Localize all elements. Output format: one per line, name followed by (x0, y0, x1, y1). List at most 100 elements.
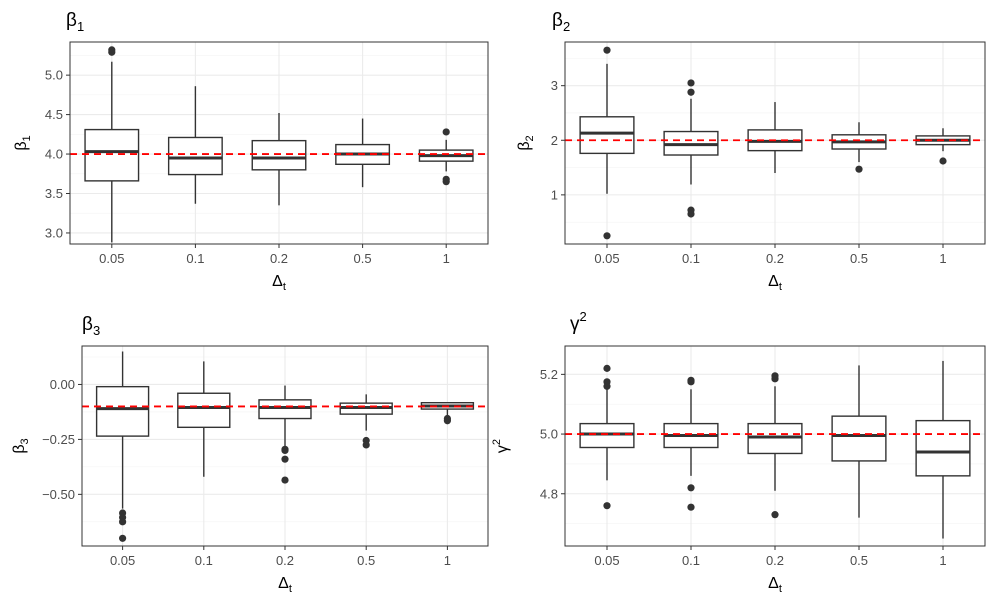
y-tick-label: 5.0 (540, 427, 558, 442)
x-axis-label-main: Δ (272, 273, 283, 290)
outlier-point (281, 476, 289, 484)
outlier-point (442, 175, 450, 183)
box (251, 139, 307, 171)
outlier-point (442, 128, 450, 136)
panel-title-subscript: 3 (93, 323, 100, 338)
outlier-point (687, 484, 695, 492)
boxplot-0.5 (339, 394, 393, 449)
x-tick-label: 0.5 (850, 553, 868, 568)
box (831, 415, 887, 462)
boxplot-0.1 (167, 86, 223, 204)
y-axis-label-subscript: 1 (21, 135, 33, 141)
boxplot-0.05 (95, 351, 150, 542)
boxplot-1 (915, 128, 971, 165)
panel-title-main: β (552, 10, 563, 31)
x-tick-label: 0.05 (110, 553, 135, 568)
box (915, 419, 971, 477)
y-tick-label: −0.50 (42, 487, 75, 502)
box (177, 392, 231, 429)
y-axis-label: β3 (11, 438, 31, 453)
x-axis-label: Δt (768, 575, 782, 595)
y-tick-label: −0.25 (42, 432, 75, 447)
boxplot-0.2 (251, 113, 307, 206)
x-tick-label: 0.5 (850, 251, 868, 266)
y-axis-label-superscript: 2 (491, 439, 503, 445)
y-axis-label-subscript: 3 (19, 438, 31, 444)
panel-title-subscript: 2 (563, 19, 570, 34)
boxplot-1 (418, 128, 474, 186)
outlier-point (362, 441, 370, 449)
outlier-point (281, 446, 289, 454)
panel-title-main: β (82, 314, 93, 335)
boxplot-0.5 (831, 122, 887, 173)
y-axis-label-subscript: 2 (524, 135, 536, 141)
boxplot-0.1 (663, 376, 719, 511)
y-tick-label: 3 (551, 78, 558, 93)
x-axis-label-subscript: t (289, 583, 292, 595)
panel-title: β1 (66, 10, 84, 34)
x-tick-label: 0.1 (186, 251, 204, 266)
y-axis-label-main: β (516, 141, 533, 150)
x-tick-label: 0.5 (354, 251, 372, 266)
outlier-point (108, 46, 116, 54)
y-tick-label: 0.00 (50, 377, 75, 392)
outlier-point (603, 382, 611, 390)
x-axis-label-main: Δ (768, 273, 779, 290)
x-tick-label: 1 (939, 251, 946, 266)
outlier-point (939, 157, 947, 165)
box (579, 116, 635, 155)
y-tick-label: 5.0 (45, 68, 63, 83)
boxplot-1 (420, 402, 475, 425)
x-axis-label: Δt (272, 273, 286, 293)
x-tick-label: 0.1 (682, 553, 700, 568)
x-axis-label: Δt (768, 273, 782, 293)
boxplot-0.05 (84, 46, 140, 243)
boxplot-0.5 (831, 365, 887, 518)
x-axis-label-main: Δ (278, 575, 289, 592)
panel-title: β2 (552, 10, 570, 34)
y-tick-label: 5.2 (540, 367, 558, 382)
x-tick-label: 1 (444, 553, 451, 568)
outlier-point (687, 503, 695, 511)
panel-title-main: γ (570, 314, 580, 335)
outlier-point (119, 518, 127, 526)
outlier-point (603, 232, 611, 240)
outlier-point (603, 502, 611, 510)
y-axis-label-main: β (13, 141, 30, 150)
panel-title: β3 (82, 314, 100, 338)
y-tick-label: 1 (551, 187, 558, 202)
boxplot-0.2 (747, 372, 803, 519)
outlier-point (603, 364, 611, 372)
outlier-point (687, 79, 695, 87)
x-axis-label: Δt (278, 575, 292, 595)
boxplot-0.1 (177, 361, 231, 477)
y-tick-label: 2 (551, 133, 558, 148)
x-tick-label: 0.05 (99, 251, 124, 266)
x-tick-label: 0.1 (195, 553, 213, 568)
y-tick-label: 4.8 (540, 486, 558, 501)
x-axis-label-subscript: t (779, 281, 782, 293)
outlier-point (687, 210, 695, 218)
y-axis-label: β1 (13, 135, 33, 150)
panel-title: γ2 (570, 309, 587, 335)
y-axis-label-main: β (11, 444, 28, 453)
box (167, 136, 223, 176)
boxplot-0.1 (663, 79, 719, 218)
y-tick-label: 4.0 (45, 147, 63, 162)
outlier-point (119, 534, 127, 542)
y-tick-label: 3.5 (45, 186, 63, 201)
boxplot-0.5 (335, 118, 391, 188)
x-tick-label: 0.05 (594, 251, 619, 266)
box (95, 385, 150, 437)
x-tick-label: 0.05 (594, 553, 619, 568)
y-tick-label: 3.0 (45, 225, 63, 240)
outlier-point (687, 378, 695, 386)
x-axis-label-main: Δ (768, 575, 779, 592)
x-tick-label: 0.5 (357, 553, 375, 568)
x-tick-label: 0.2 (270, 251, 288, 266)
boxplot-1 (915, 360, 971, 539)
box (258, 399, 312, 420)
